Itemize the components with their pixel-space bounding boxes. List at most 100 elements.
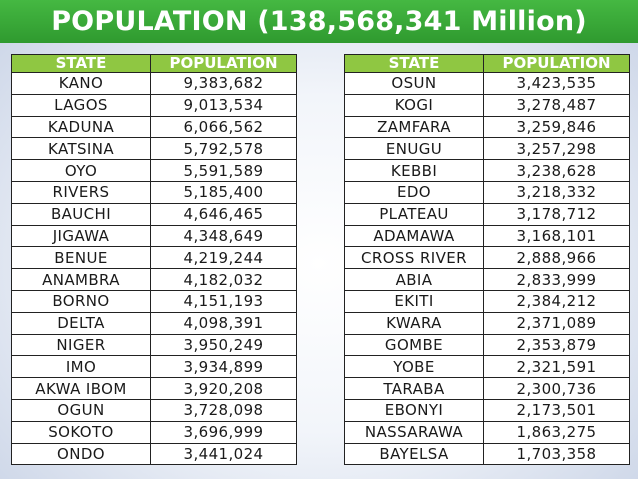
state-cell: KANO bbox=[11, 72, 151, 95]
table-row: KEBBI 3,238,628 bbox=[344, 159, 630, 182]
population-cell: 1,703,358 bbox=[483, 442, 630, 466]
population-cell: 1,863,275 bbox=[483, 420, 630, 444]
state-cell: EBONYI bbox=[344, 398, 484, 422]
table-row: EKITI 2,384,212 bbox=[344, 289, 630, 313]
population-cell: 5,185,400 bbox=[150, 180, 297, 204]
state-cell: AKWA IBOM bbox=[11, 377, 151, 400]
population-cell: 9,383,682 bbox=[150, 72, 297, 95]
state-cell: JIGAWA bbox=[11, 224, 151, 248]
population-cell: 4,151,193 bbox=[150, 289, 297, 313]
table-row: KADUNA 6,066,562 bbox=[11, 115, 297, 139]
population-table-left: STATE POPULATION KANO 9,383,682 LAGOS 9,013… bbox=[11, 54, 297, 466]
population-cell: 3,423,535 bbox=[483, 72, 630, 95]
table-row: ZAMFARA 3,259,846 bbox=[344, 115, 630, 139]
population-cell: 9,013,534 bbox=[150, 93, 297, 117]
population-cell: 3,728,098 bbox=[150, 398, 297, 422]
table-row: IMO 3,934,899 bbox=[11, 355, 297, 379]
population-cell: 4,098,391 bbox=[150, 311, 297, 335]
table-row: BAYELSA 1,703,358 bbox=[344, 442, 630, 466]
table-row: NIGER 3,950,249 bbox=[11, 333, 297, 357]
state-cell: KOGI bbox=[344, 93, 484, 117]
population-cell: 5,591,589 bbox=[150, 159, 297, 182]
table-row: BAUCHI 4,646,465 bbox=[11, 202, 297, 226]
population-cell: 2,888,966 bbox=[483, 246, 630, 270]
table-row: CROSS RIVER 2,888,966 bbox=[344, 246, 630, 270]
population-cell: 4,219,244 bbox=[150, 246, 297, 270]
state-cell: KADUNA bbox=[11, 115, 151, 139]
table-row: KOGI 3,278,487 bbox=[344, 93, 630, 117]
table-row: ADAMAWA 3,168,101 bbox=[344, 224, 630, 248]
population-cell: 5,792,578 bbox=[150, 137, 297, 161]
population-cell: 6,066,562 bbox=[150, 115, 297, 139]
state-cell: OYO bbox=[11, 159, 151, 182]
state-cell: TARABA bbox=[344, 377, 484, 400]
state-cell: YOBE bbox=[344, 355, 484, 379]
state-cell: ADAMAWA bbox=[344, 224, 484, 248]
population-cell: 3,278,487 bbox=[483, 93, 630, 117]
state-cell: IMO bbox=[11, 355, 151, 379]
population-cell: 2,371,089 bbox=[483, 311, 630, 335]
state-cell: GOMBE bbox=[344, 333, 484, 357]
population-cell: 3,934,899 bbox=[150, 355, 297, 379]
state-cell: CROSS RIVER bbox=[344, 246, 484, 270]
state-cell: BAUCHI bbox=[11, 202, 151, 226]
state-cell: DELTA bbox=[11, 311, 151, 335]
state-cell: OSUN bbox=[344, 72, 484, 95]
population-cell: 3,259,846 bbox=[483, 115, 630, 139]
state-cell: LAGOS bbox=[11, 93, 151, 117]
state-cell: BENUE bbox=[11, 246, 151, 270]
state-cell: EDO bbox=[344, 180, 484, 204]
state-cell: EKITI bbox=[344, 289, 484, 313]
population-cell: 2,353,879 bbox=[483, 333, 630, 357]
table-row: AKWA IBOM 3,920,208 bbox=[11, 377, 297, 400]
table-row: KANO 9,383,682 bbox=[11, 72, 297, 95]
table-row: PLATEAU 3,178,712 bbox=[344, 202, 630, 226]
page-title: POPULATION (138,568,341 Million) bbox=[51, 6, 587, 37]
population-cell: 2,833,999 bbox=[483, 268, 630, 291]
state-cell: ANAMBRA bbox=[11, 268, 151, 291]
table-row: KATSINA 5,792,578 bbox=[11, 137, 297, 161]
population-cell: 3,441,024 bbox=[150, 442, 297, 466]
population-cell: 3,178,712 bbox=[483, 202, 630, 226]
state-cell: NIGER bbox=[11, 333, 151, 357]
state-cell: KATSINA bbox=[11, 137, 151, 161]
population-cell: 3,238,628 bbox=[483, 159, 630, 182]
table-row: ABIA 2,833,999 bbox=[344, 268, 630, 291]
population-cell: 3,696,999 bbox=[150, 420, 297, 444]
table-header-row: STATE POPULATION bbox=[11, 54, 297, 73]
table-row: EDO 3,218,332 bbox=[344, 180, 630, 204]
state-cell: SOKOTO bbox=[11, 420, 151, 444]
state-column-header: STATE bbox=[11, 54, 151, 73]
state-cell: ENUGU bbox=[344, 137, 484, 161]
population-cell: 2,321,591 bbox=[483, 355, 630, 379]
state-cell: OGUN bbox=[11, 398, 151, 422]
state-cell: PLATEAU bbox=[344, 202, 484, 226]
table-row: TARABA 2,300,736 bbox=[344, 377, 630, 400]
table-row: OSUN 3,423,535 bbox=[344, 72, 630, 95]
population-table-right: STATE POPULATION OSUN 3,423,535 KOGI 3,278,… bbox=[344, 54, 630, 466]
population-cell: 3,168,101 bbox=[483, 224, 630, 248]
table-row: BORNO 4,151,193 bbox=[11, 289, 297, 313]
table-row: ONDO 3,441,024 bbox=[11, 442, 297, 466]
table-row: LAGOS 9,013,534 bbox=[11, 93, 297, 117]
population-cell: 2,300,736 bbox=[483, 377, 630, 400]
table-row: JIGAWA 4,348,649 bbox=[11, 224, 297, 248]
table-header-row: STATE POPULATION bbox=[344, 54, 630, 73]
table-body: OSUN 3,423,535 KOGI 3,278,487 ZAMFARA 3,259,8… bbox=[344, 72, 630, 466]
table-row: GOMBE 2,353,879 bbox=[344, 333, 630, 357]
table-row: YOBE 2,321,591 bbox=[344, 355, 630, 379]
population-cell: 3,920,208 bbox=[150, 377, 297, 400]
population-cell: 3,218,332 bbox=[483, 180, 630, 204]
table-row: KWARA 2,371,089 bbox=[344, 311, 630, 335]
state-cell: KWARA bbox=[344, 311, 484, 335]
table-row: ENUGU 3,257,298 bbox=[344, 137, 630, 161]
population-cell: 2,384,212 bbox=[483, 289, 630, 313]
population-cell: 4,646,465 bbox=[150, 202, 297, 226]
state-cell: ABIA bbox=[344, 268, 484, 291]
state-cell: NASSARAWA bbox=[344, 420, 484, 444]
population-cell: 4,348,649 bbox=[150, 224, 297, 248]
table-row: ANAMBRA 4,182,032 bbox=[11, 268, 297, 291]
state-cell: ZAMFARA bbox=[344, 115, 484, 139]
table-row: NASSARAWA 1,863,275 bbox=[344, 420, 630, 444]
table-row: SOKOTO 3,696,999 bbox=[11, 420, 297, 444]
